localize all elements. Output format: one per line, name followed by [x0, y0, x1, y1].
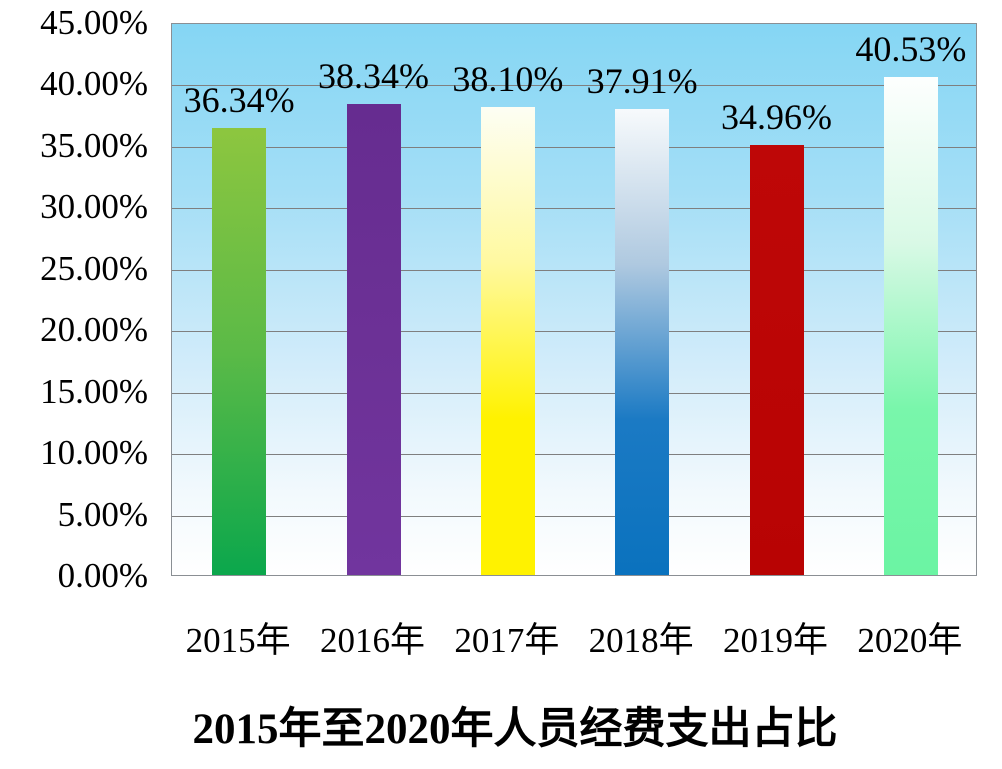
gridline: [172, 515, 976, 517]
plot-area: 36.34% 38.34% 38.10% 37.91% 34.96% 40.53%: [171, 23, 977, 576]
y-tick-label: 30.00%: [40, 187, 148, 227]
bar-2019年: [749, 145, 804, 575]
bar-2020年: [883, 76, 938, 575]
gridline: [172, 146, 976, 148]
chart-title: 2015年至2020年人员经费支出占比: [192, 706, 838, 753]
y-tick-label: 10.00%: [40, 433, 148, 473]
bar-value-label: 40.53%: [855, 28, 967, 69]
y-tick-label: 35.00%: [40, 125, 148, 165]
y-tick-label: 0.00%: [57, 556, 148, 595]
bar-2015年: [212, 128, 267, 575]
y-tick-label: 40.00%: [40, 64, 148, 104]
gridline: [172, 454, 976, 456]
bar-2017年: [480, 106, 535, 575]
y-tick-label: 5.00%: [57, 494, 148, 534]
x-tick-label: 2015年: [185, 621, 291, 660]
bar-value-label: 34.96%: [721, 97, 832, 138]
x-tick-label: 2019年: [722, 621, 829, 660]
bar-value-label: 37.91%: [586, 61, 698, 102]
x-tick-label: 2020年: [857, 621, 963, 660]
gridline: [172, 392, 976, 394]
y-tick-label: 45.00%: [40, 3, 148, 42]
x-tick-label: 2016年: [319, 621, 426, 660]
gridline: [172, 269, 976, 271]
bar-2018年: [615, 109, 670, 575]
bar-value-label: 38.10%: [452, 58, 564, 99]
bar-2016年: [346, 103, 401, 575]
y-tick-label: 25.00%: [40, 248, 148, 288]
gridline: [172, 208, 976, 210]
y-tick-label: 20.00%: [40, 310, 148, 350]
y-tick-label: 15.00%: [40, 371, 148, 411]
gridline: [172, 331, 976, 333]
bar-value-label: 36.34%: [183, 80, 295, 121]
gridline: [172, 85, 976, 87]
x-tick-label: 2017年: [454, 621, 560, 660]
bar-value-label: 38.34%: [318, 55, 429, 96]
x-tick-label: 2018年: [588, 621, 694, 660]
